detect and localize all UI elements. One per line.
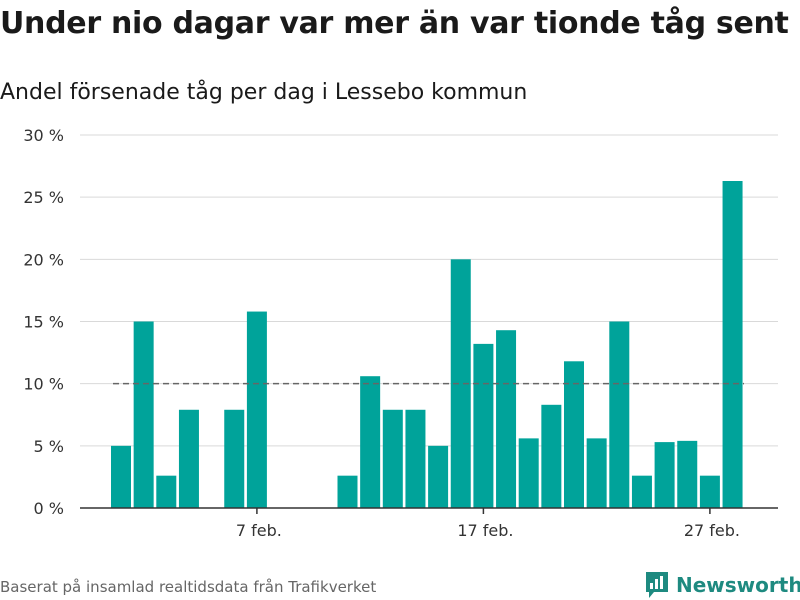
y-tick-label: 10 %: [23, 375, 64, 394]
bar: [496, 330, 517, 508]
bar: [224, 409, 245, 508]
bar: [405, 409, 426, 508]
chart-title: Under nio dagar var mer än var tionde tå…: [0, 6, 789, 41]
bar: [337, 475, 358, 508]
bars: [111, 181, 743, 508]
bar: [631, 475, 652, 508]
source-note: Baserat på insamlad realtidsdata från Tr…: [0, 578, 377, 596]
bar: [722, 181, 743, 508]
y-tick-label: 20 %: [23, 250, 64, 269]
chart-bubble-icon: [646, 572, 668, 598]
y-tick-label: 30 %: [23, 126, 64, 145]
bar: [133, 321, 154, 508]
bar: [473, 343, 494, 508]
bar: [541, 404, 562, 508]
bar: [450, 259, 471, 508]
x-axis-labels: 7 feb. 17 feb. 27 feb.: [236, 521, 740, 540]
chart-subtitle: Andel försenade tåg per dag i Lessebo ko…: [0, 80, 528, 105]
bar: [178, 409, 199, 508]
x-tick-label: 17 feb.: [457, 521, 513, 540]
x-tick-label: 27 feb.: [684, 521, 740, 540]
bar: [156, 475, 177, 508]
y-tick-label: 25 %: [23, 188, 64, 207]
brand-name: Newsworthy: [676, 573, 800, 597]
bar: [111, 445, 131, 508]
y-axis-labels: 0 % 5 % 10 % 15 % 20 % 25 % 30 %: [23, 126, 64, 518]
bar-chart: 0 % 5 % 10 % 15 % 20 % 25 % 30 % 7 feb. 17 feb.…: [23, 126, 778, 540]
bar: [382, 409, 403, 508]
bar: [428, 445, 449, 508]
bar: [654, 442, 675, 508]
x-axis: [80, 507, 778, 514]
x-tick-label: 7 feb.: [236, 521, 282, 540]
bar: [564, 361, 584, 508]
bar: [518, 438, 539, 508]
grid-lines: [80, 134, 778, 447]
y-tick-label: 15 %: [23, 313, 64, 332]
bar: [677, 440, 698, 508]
brand-logo: Newsworthy: [644, 570, 800, 600]
bar: [699, 475, 720, 508]
bar: [246, 311, 267, 508]
y-tick-label: 5 %: [34, 437, 64, 456]
y-tick-label: 0 %: [34, 499, 64, 518]
bar: [360, 376, 381, 508]
bar: [586, 438, 607, 508]
bar: [609, 321, 630, 508]
